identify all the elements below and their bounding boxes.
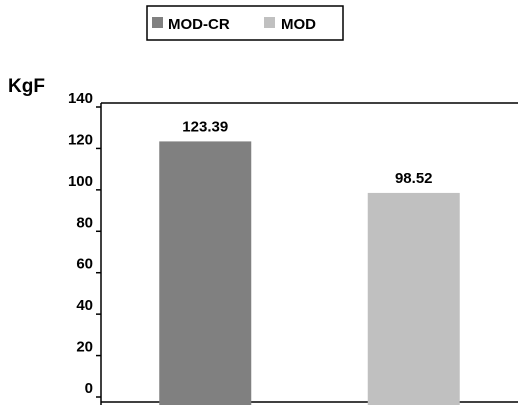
y-tick-label: 40: [76, 297, 93, 314]
bar-mod-cr: [159, 141, 252, 405]
legend-swatch-mod: [264, 17, 275, 28]
legend: MOD-CR MOD: [146, 5, 344, 41]
data-label-mod-cr: 123.39: [182, 118, 228, 135]
data-labels: 123.39 98.52: [182, 118, 432, 187]
bar-mod: [367, 192, 460, 405]
bars: [159, 141, 460, 405]
data-label-mod: 98.52: [395, 170, 433, 187]
y-tick-label: 80: [76, 214, 93, 231]
y-tick-label: 0: [85, 380, 93, 397]
y-axis-ticks: 0 20 40 60 80 100 120 140: [68, 90, 101, 398]
y-tick-label: 120: [68, 131, 93, 148]
legend-box: [146, 5, 344, 41]
y-tick-label: 60: [76, 256, 93, 273]
legend-swatch-mod-cr: [152, 17, 163, 28]
y-tick-label: 140: [68, 90, 93, 107]
y-tick-label: 100: [68, 173, 93, 190]
legend-label-mod-cr: MOD-CR: [168, 16, 230, 33]
y-axis-label: KgF: [8, 76, 45, 97]
legend-label-mod: MOD: [281, 16, 316, 33]
y-tick-label: 20: [76, 339, 93, 356]
